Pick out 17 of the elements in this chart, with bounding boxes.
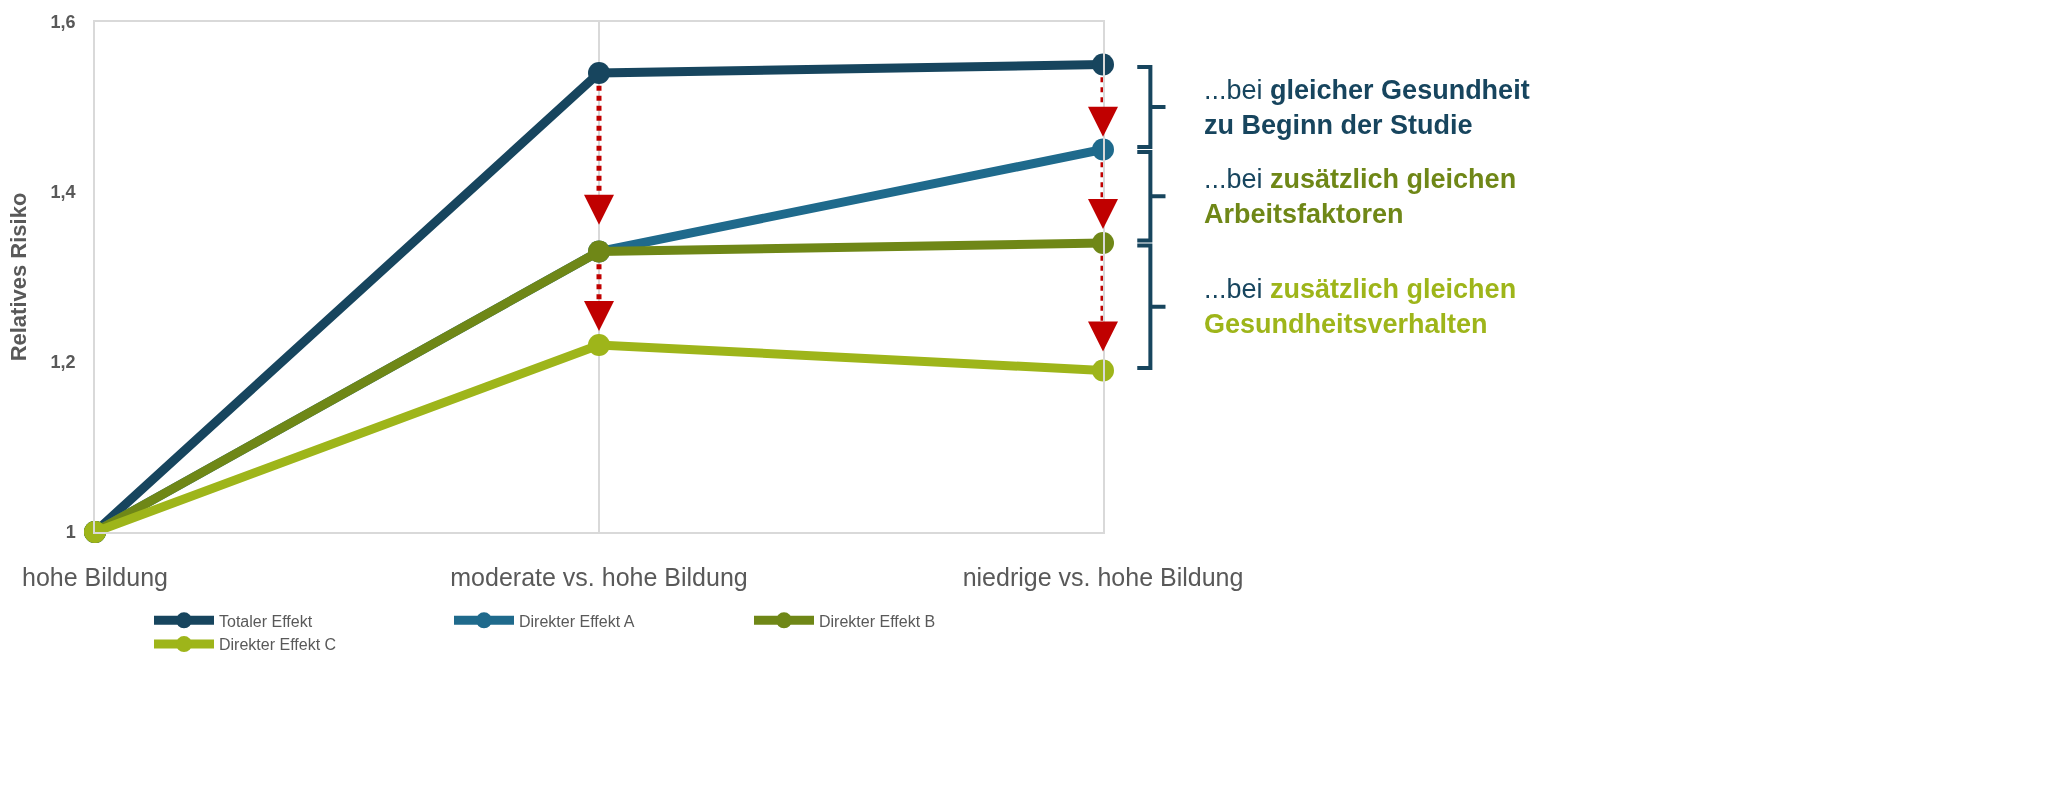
x-tick-label: niedrige vs. hohe Bildung (962, 562, 1244, 591)
x-tick-label: hohe Bildung (22, 562, 168, 591)
y-tick-label: 1,6 (50, 12, 76, 33)
legend-label: Direkter Effekt C (219, 636, 337, 654)
text: ...bei zusätzlich gleichen Gesundheitsverhalten (1204, 274, 1517, 340)
point (588, 334, 610, 356)
legend-label: Direkter Effekt A (519, 612, 635, 630)
legend-label: Direkter Effekt B (819, 612, 936, 630)
text: ...bei gleicher Gesundheit zu Beginn der Studie (1204, 75, 1530, 141)
y-tick-label: 1,4 (50, 182, 76, 203)
x-tick-label: moderate vs. hohe Bildung (450, 562, 748, 591)
y-tick-label: 1,2 (50, 352, 76, 373)
text: ...bei zusätzlich gleichen Arbeitsfaktoren (1204, 164, 1517, 230)
point (588, 62, 610, 84)
legend-label: Totaler Effekt (219, 612, 313, 630)
y-tick-label: 1 (65, 522, 76, 543)
y-axis-title: Relatives Risiko (5, 192, 31, 362)
